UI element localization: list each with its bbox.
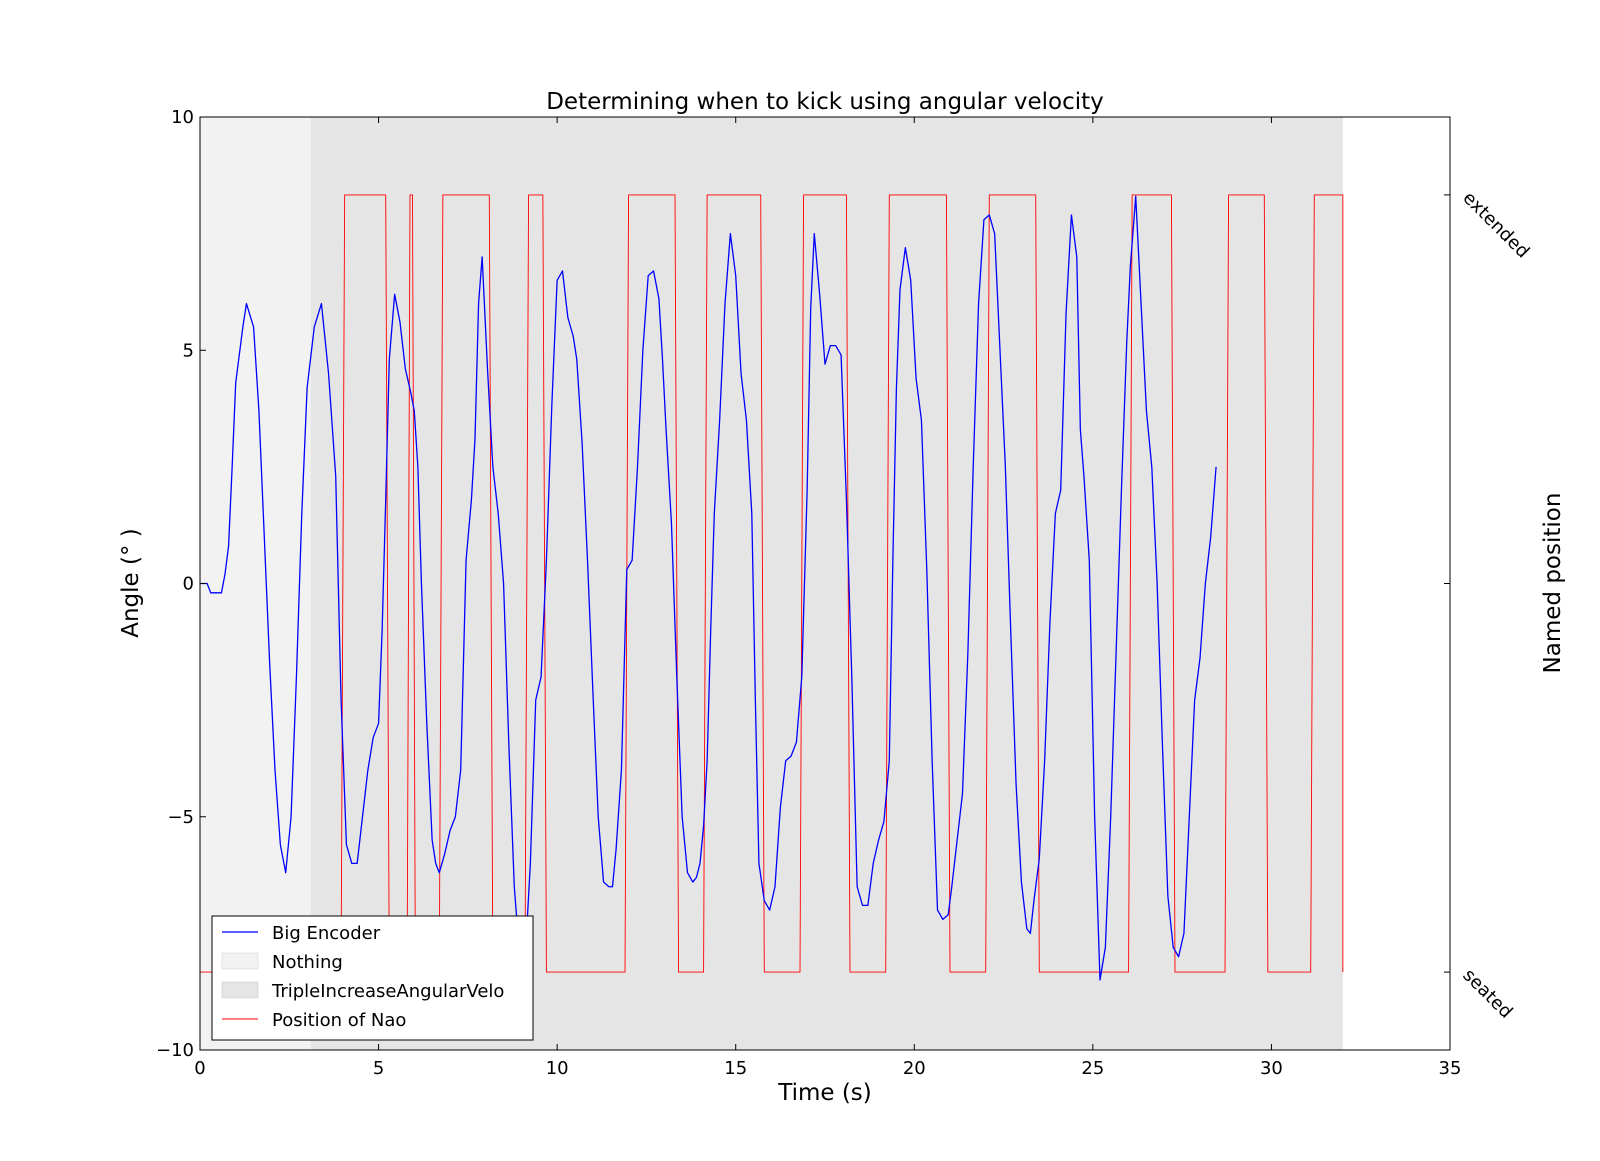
y-tick-label: 10 — [171, 107, 194, 128]
x-tick-label: 25 — [1081, 1058, 1104, 1079]
y-axis-label: Angle (° ) — [118, 528, 144, 638]
region-nothing — [200, 117, 311, 1050]
x-tick-label: 5 — [373, 1058, 384, 1079]
legend-swatch-nothing — [221, 952, 259, 970]
chart-title: Determining when to kick using angular v… — [546, 89, 1104, 115]
y-tick-label: −5 — [167, 807, 194, 828]
x-tick-label: 20 — [903, 1058, 926, 1079]
legend: Big Encoder Nothing TripleIncreaseAngula… — [211, 915, 534, 1041]
x-axis-label: Time (s) — [777, 1080, 872, 1106]
legend-frame — [211, 915, 534, 1041]
x-tick-label: 35 — [1439, 1058, 1462, 1079]
x-tick-label: 15 — [724, 1058, 747, 1079]
legend-label-nothing: Nothing — [272, 952, 343, 973]
legend-label-big-encoder: Big Encoder — [272, 923, 381, 944]
legend-swatch-triple-increase — [221, 981, 259, 999]
x-tick-label: 10 — [546, 1058, 569, 1079]
y-tick-label: 0 — [183, 574, 194, 595]
legend-label-position-of-nao: Position of Nao — [272, 1010, 406, 1031]
x-tick-label: 30 — [1260, 1058, 1283, 1079]
legend-label-triple-increase: TripleIncreaseAngularVelo — [271, 981, 504, 1002]
series-big-encoder — [200, 195, 1217, 981]
y-tick-label: −10 — [156, 1040, 194, 1061]
x-tick-label: 0 — [194, 1058, 205, 1079]
y-tick-label: 5 — [183, 340, 194, 361]
y2-axis-label: Named position — [1540, 493, 1566, 674]
